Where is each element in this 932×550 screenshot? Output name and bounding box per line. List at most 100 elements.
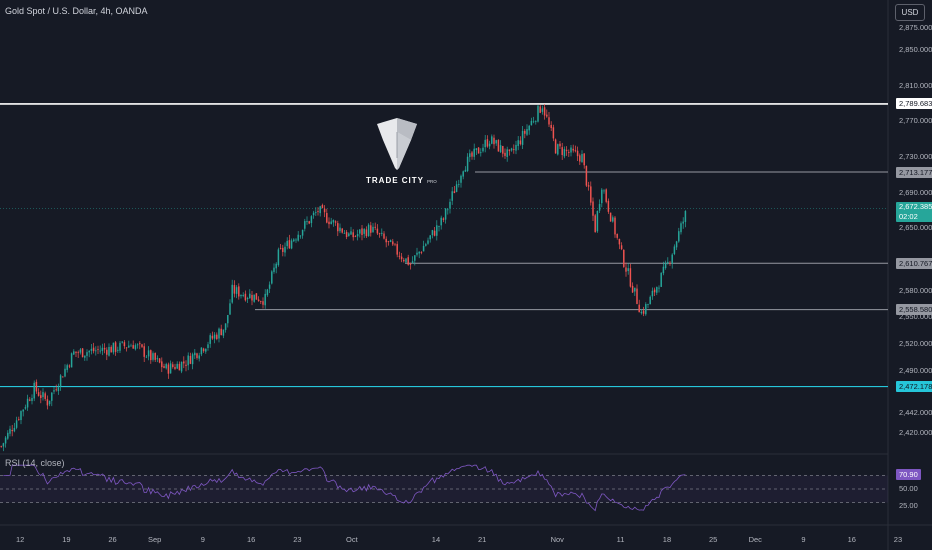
candle-body	[68, 365, 71, 367]
candle-body	[475, 148, 478, 150]
candle-body	[356, 234, 359, 237]
candle-body	[576, 150, 579, 157]
candle-body	[433, 230, 436, 236]
candle-body	[128, 345, 130, 348]
candle-body	[469, 153, 471, 158]
candle-body	[51, 392, 53, 401]
watermark-text: TRADE CITY PRO	[366, 176, 437, 185]
candle-body	[407, 257, 409, 265]
candle-body	[354, 236, 357, 237]
candle-body	[638, 304, 640, 313]
candle-body	[154, 353, 156, 360]
candle-body	[44, 393, 46, 399]
candle-body	[255, 293, 258, 300]
candle-body	[631, 285, 634, 293]
candle-body	[634, 287, 636, 292]
candle-body	[158, 358, 161, 363]
candle-body	[418, 251, 420, 254]
candle-body	[326, 213, 328, 223]
candle-body	[431, 230, 434, 236]
candle-body	[409, 264, 412, 265]
candle-body	[284, 246, 286, 253]
candle-body	[594, 215, 596, 233]
candle-body	[167, 364, 170, 374]
candle-body	[143, 346, 145, 357]
candle-body	[101, 347, 104, 351]
rsi-axis-label: 50.00	[899, 484, 918, 493]
time-axis-label: 11	[616, 535, 625, 544]
candle-body	[90, 348, 93, 351]
candle-body	[46, 399, 49, 406]
candle-body	[22, 409, 24, 412]
time-axis-label: 18	[662, 535, 672, 544]
rsi-title[interactable]: RSI (14, close)	[5, 458, 65, 468]
candle-body	[678, 231, 680, 242]
rsi-line	[3, 464, 686, 512]
candle-body	[207, 344, 209, 348]
candle-body	[671, 254, 673, 264]
candle-body	[504, 152, 506, 156]
candle-body	[172, 364, 174, 368]
candle-body	[249, 293, 251, 299]
candle-body	[400, 256, 403, 260]
candle-body	[282, 247, 284, 252]
price-axis-label: 2,550.000	[899, 312, 932, 322]
candle-body	[97, 349, 99, 350]
candle-body	[9, 428, 11, 434]
candle-body	[123, 342, 126, 347]
candle-body	[213, 334, 216, 339]
candle-body	[4, 437, 7, 444]
candle-body	[667, 261, 669, 263]
time-axis-label: Sep	[148, 535, 162, 544]
symbol-title[interactable]: Gold Spot / U.S. Dollar, 4h, OANDA	[5, 6, 148, 16]
candle-body	[196, 353, 198, 358]
candle-body	[636, 288, 638, 304]
candle-body	[370, 225, 372, 233]
candle-body	[416, 252, 418, 255]
candle-body	[48, 400, 51, 405]
price-axis-label: 2,520.000	[899, 338, 932, 348]
price-axis-label: 2,810.000	[899, 80, 932, 90]
candle-body	[233, 285, 236, 294]
candle-body	[147, 350, 150, 357]
candle-body	[590, 186, 592, 203]
candle-body	[398, 255, 401, 257]
candle-body	[253, 294, 255, 302]
candle-body	[141, 344, 143, 347]
candle-body	[684, 211, 687, 222]
candle-body	[592, 201, 594, 216]
candle-body	[581, 154, 583, 163]
candle-body	[473, 148, 475, 157]
candle-body	[427, 240, 429, 244]
candle-body	[218, 328, 220, 339]
candle-body	[343, 233, 346, 234]
candle-body	[539, 106, 541, 113]
candle-body	[436, 225, 438, 236]
candle-body	[57, 387, 60, 392]
candle-body	[618, 238, 621, 245]
candle-body	[515, 144, 517, 151]
candle-body	[169, 363, 172, 374]
price-axis-label: 2,730.000	[899, 152, 932, 162]
candle-body	[299, 235, 302, 237]
time-axis-label: 26	[108, 535, 117, 544]
candle-body	[345, 231, 348, 238]
candle-body	[64, 368, 66, 377]
time-axis-label: 16	[847, 535, 856, 544]
candle-body	[640, 311, 643, 314]
currency-button[interactable]: USD	[895, 4, 925, 21]
candle-body	[651, 290, 654, 297]
candle-body	[290, 240, 293, 249]
candle-body	[62, 376, 64, 378]
candle-body	[647, 304, 649, 305]
candle-body	[510, 148, 513, 151]
time-axis-label: 12	[16, 535, 25, 544]
candle-body	[191, 354, 194, 365]
candle-body	[81, 348, 84, 358]
candle-body	[229, 303, 231, 315]
candle-body	[625, 267, 627, 272]
candle-body	[304, 221, 306, 229]
candle-body	[411, 261, 414, 263]
